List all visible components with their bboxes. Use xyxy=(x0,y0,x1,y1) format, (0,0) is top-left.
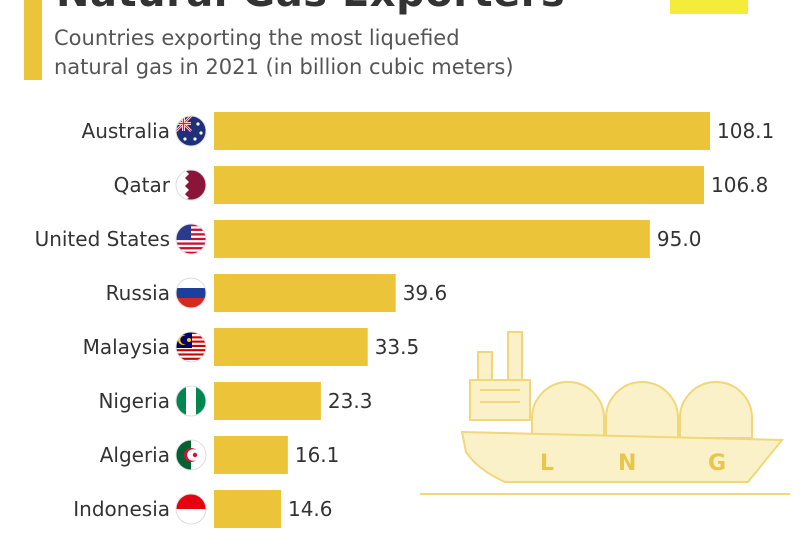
value-label-algeria: 16.1 xyxy=(295,443,340,467)
lng-ship-illustration: L N G xyxy=(420,331,790,495)
bar-malaysia xyxy=(214,328,368,366)
value-label-united-states: 95.0 xyxy=(657,227,702,251)
bar-row-russia: Russia 39.6 xyxy=(106,274,448,312)
indonesia-flag-icon xyxy=(175,493,207,525)
bar-row-algeria: Algeria 16.1 xyxy=(100,436,340,474)
nigeria-flag-icon xyxy=(175,385,207,417)
bar-nigeria xyxy=(214,382,321,420)
ship-letter-l: L xyxy=(540,451,554,476)
bar-united-states xyxy=(214,220,650,258)
australia-flag-icon xyxy=(175,115,207,147)
bar-row-nigeria: Nigeria 23.3 xyxy=(98,382,372,420)
value-label-russia: 39.6 xyxy=(403,281,448,305)
chart-title: Natural Gas Exporters xyxy=(56,0,565,16)
category-label-malaysia: Malaysia xyxy=(83,335,170,359)
value-label-indonesia: 14.6 xyxy=(288,497,333,521)
value-label-australia: 108.1 xyxy=(717,119,774,143)
malaysia-flag-icon xyxy=(175,331,207,363)
category-label-united-states: United States xyxy=(35,227,170,251)
value-label-malaysia: 33.5 xyxy=(375,335,420,359)
value-label-nigeria: 23.3 xyxy=(328,389,373,413)
bar-row-indonesia: Indonesia 14.6 xyxy=(73,490,333,528)
bar-row-australia: Australia 108.1 xyxy=(82,112,774,150)
category-label-indonesia: Indonesia xyxy=(73,497,170,521)
logo-badge xyxy=(670,0,748,14)
bar-row-qatar: Qatar 106.8 xyxy=(114,166,768,204)
bar-row-malaysia: Malaysia 33.5 xyxy=(83,328,420,366)
bar-row-united-states: United States 95.0 xyxy=(35,220,702,258)
bar-indonesia xyxy=(214,490,281,528)
bar-qatar xyxy=(214,166,705,204)
qatar-flag-icon xyxy=(175,169,207,201)
category-label-qatar: Qatar xyxy=(114,173,171,197)
algeria-flag-icon xyxy=(175,439,207,471)
ship-letter-g: G xyxy=(708,451,726,476)
russia-flag-icon xyxy=(175,277,207,309)
accent-bar xyxy=(24,0,42,80)
ship-letter-n: N xyxy=(618,451,636,476)
united-states-flag-icon xyxy=(175,223,207,255)
chart-subtitle: Countries exporting the most liquefied n… xyxy=(54,26,514,79)
category-label-algeria: Algeria xyxy=(100,443,170,467)
bar-australia xyxy=(214,112,710,150)
value-label-qatar: 106.8 xyxy=(711,173,768,197)
bar-algeria xyxy=(214,436,288,474)
category-label-russia: Russia xyxy=(106,281,170,305)
category-label-nigeria: Nigeria xyxy=(98,389,170,413)
bar-russia xyxy=(214,274,396,312)
category-label-australia: Australia xyxy=(82,119,170,143)
